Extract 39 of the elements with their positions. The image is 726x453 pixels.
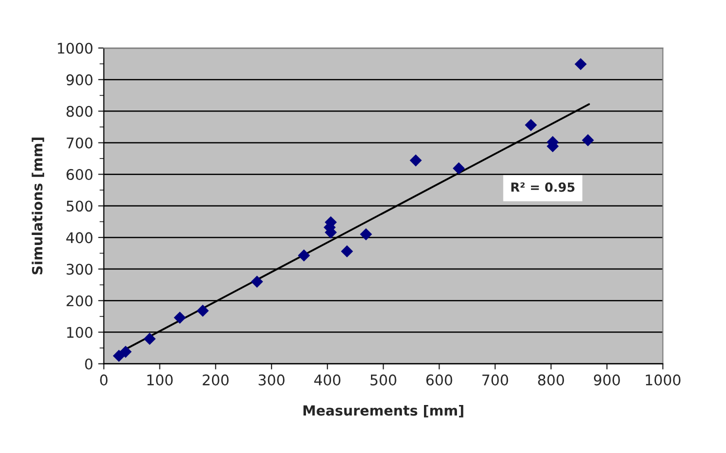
- point: [144, 332, 156, 345]
- x-tick-label: 500: [370, 374, 396, 386]
- point: [174, 312, 186, 324]
- y-tick-label: 400: [66, 232, 92, 244]
- x-axis-title: Measurements [mm]: [304, 404, 464, 418]
- point: [524, 119, 537, 132]
- x-tick-label: 300: [258, 374, 284, 386]
- x-tick-label: 1000: [646, 374, 680, 386]
- point: [196, 304, 209, 317]
- point: [250, 276, 264, 288]
- point: [452, 162, 465, 174]
- y-tick-label: 500: [66, 200, 92, 212]
- x-tick-label: 200: [202, 374, 229, 386]
- y-tick-label: 800: [66, 106, 92, 117]
- point: [574, 58, 587, 70]
- y-tick-label: 300: [66, 264, 92, 275]
- point: [360, 228, 372, 240]
- point: [298, 249, 310, 262]
- point: [410, 154, 422, 166]
- y-tick-label: 600: [66, 169, 92, 180]
- y-axis-title: Simulations [mm]: [32, 138, 44, 274]
- point: [112, 350, 125, 362]
- y-tick-label: 700: [66, 137, 92, 148]
- x-tick-label: 0: [100, 374, 108, 386]
- x-tick-label: 700: [482, 374, 508, 386]
- point: [340, 245, 354, 258]
- y-tick-label: 1000: [58, 42, 92, 54]
- x-tick-label: 600: [426, 374, 452, 386]
- x-tick-label: 100: [147, 374, 173, 386]
- point: [582, 134, 594, 146]
- x-tick-label: 400: [314, 374, 340, 386]
- y-tick-label: 0: [85, 358, 92, 370]
- y-tick-label: 200: [66, 295, 92, 306]
- annotation: R² = 0.95: [511, 182, 574, 192]
- point: [120, 346, 132, 358]
- x-tick-label: 800: [538, 374, 564, 386]
- x-tick-label: 900: [594, 374, 620, 386]
- y-tick-label: 100: [67, 326, 92, 338]
- y-tick-label: 900: [66, 74, 92, 86]
